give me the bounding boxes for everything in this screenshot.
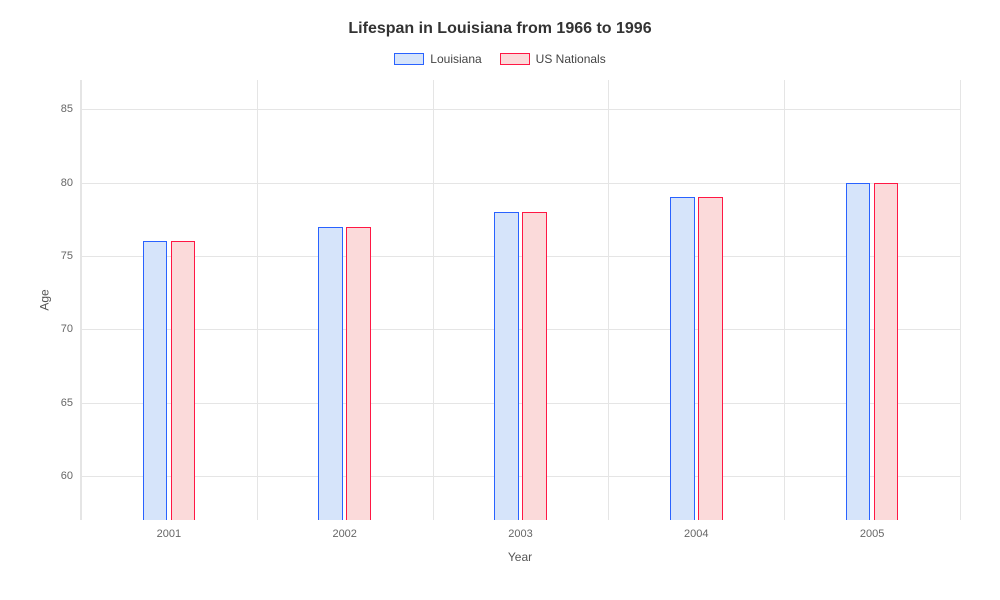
chart-title: Lifespan in Louisiana from 1966 to 1996 — [20, 20, 980, 38]
gridline-h — [81, 476, 960, 477]
legend-label: Louisiana — [430, 52, 481, 66]
legend-item-louisiana: Louisiana — [394, 52, 481, 66]
gridline-v — [81, 80, 82, 520]
plot-wrapper: Age 60657075808520012002200320042005 Yea… — [80, 80, 960, 520]
gridline-v — [257, 80, 258, 520]
legend-label: US Nationals — [536, 52, 606, 66]
bar — [143, 241, 168, 520]
gridline-h — [81, 256, 960, 257]
x-tick-label: 2001 — [157, 520, 181, 540]
x-tick-label: 2003 — [508, 520, 532, 540]
x-tick-label: 2004 — [684, 520, 708, 540]
legend-swatch-icon — [500, 53, 530, 65]
x-axis-label: Year — [80, 550, 960, 564]
plot-area: 60657075808520012002200320042005 — [80, 80, 960, 520]
bar — [874, 183, 899, 520]
y-tick-label: 80 — [61, 177, 81, 189]
bar — [670, 197, 695, 520]
y-tick-label: 70 — [61, 323, 81, 335]
bar — [171, 241, 196, 520]
bar — [346, 227, 371, 520]
gridline-v — [784, 80, 785, 520]
gridline-v — [608, 80, 609, 520]
gridline-v — [433, 80, 434, 520]
y-tick-label: 75 — [61, 250, 81, 262]
bar — [698, 197, 723, 520]
legend: Louisiana US Nationals — [20, 52, 980, 66]
x-tick-label: 2002 — [332, 520, 356, 540]
legend-item-us-nationals: US Nationals — [500, 52, 606, 66]
bar — [522, 212, 547, 520]
bar — [318, 227, 343, 520]
x-tick-label: 2005 — [860, 520, 884, 540]
bar — [494, 212, 519, 520]
y-axis-label: Age — [38, 289, 52, 310]
y-tick-label: 85 — [61, 103, 81, 115]
chart-container: Lifespan in Louisiana from 1966 to 1996 … — [0, 0, 1000, 600]
gridline-v — [960, 80, 961, 520]
legend-swatch-icon — [394, 53, 424, 65]
y-tick-label: 65 — [61, 397, 81, 409]
bar — [846, 183, 871, 520]
gridline-h — [81, 403, 960, 404]
gridline-h — [81, 183, 960, 184]
gridline-h — [81, 109, 960, 110]
y-tick-label: 60 — [61, 470, 81, 482]
gridline-h — [81, 329, 960, 330]
